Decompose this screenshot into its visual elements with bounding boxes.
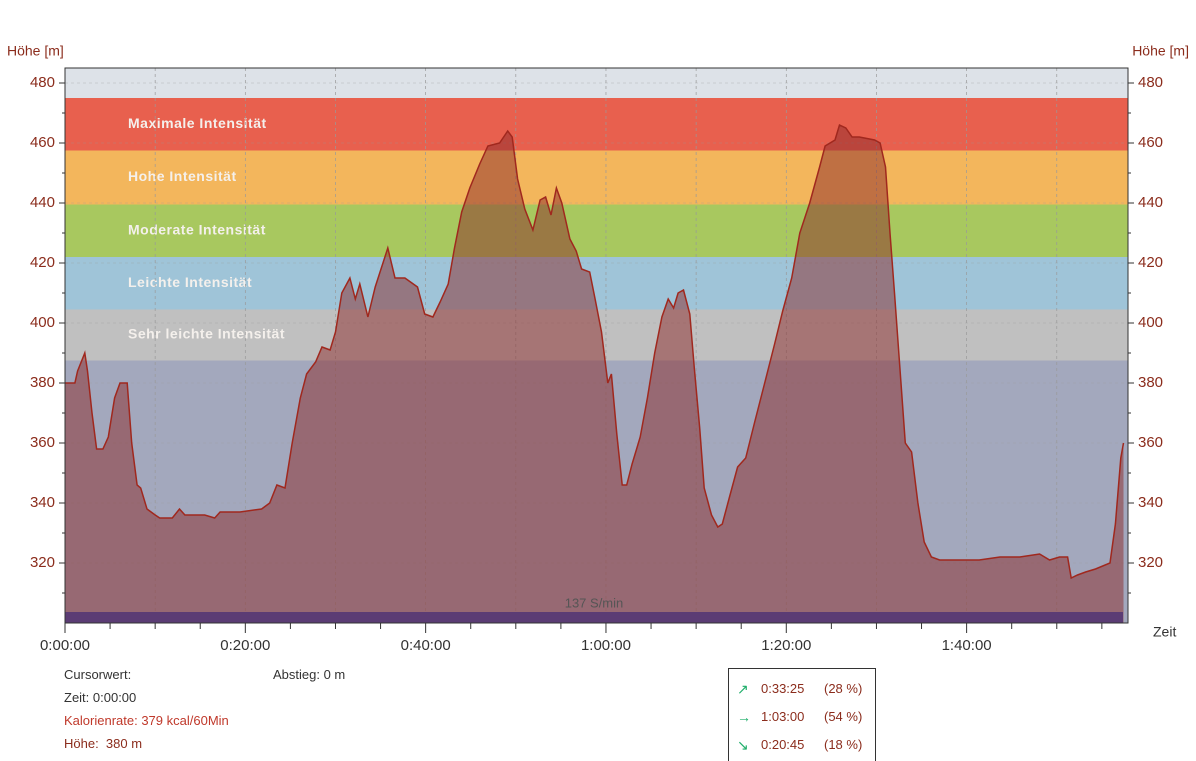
elevation-area [65,125,1124,623]
y2-tick-label: 360 [1138,434,1163,451]
y-tick-label: 360 [30,434,55,451]
summary-share: (28 %) [824,681,863,696]
y-tick-label: 400 [30,314,55,331]
summary-time: 0:33:25 [761,681,805,696]
zone-band [65,204,1128,257]
calorie-rate: Kalorienrate: 379 kcal/60Min [64,713,229,728]
x-tick-label: 0:00:00 [40,637,90,654]
y2-tick-label: 420 [1138,254,1163,271]
descent: Abstieg: 0 m [273,667,346,682]
y2-tick-label: 320 [1138,554,1163,571]
summary-box: ↗ 0:33:25 (28 %) → 1:03:00 (54 %) ↘ 0:20… [728,668,876,761]
zone-band [65,257,1128,310]
y2-tick-label: 460 [1138,134,1163,151]
y-tick-label: 440 [30,194,55,211]
flat-icon: → [737,709,751,725]
y2-tick-label: 480 [1138,74,1163,91]
zone-label: Sehr leichte Intensität [128,326,285,342]
cursor-height: Höhe: 380 m [64,736,143,751]
plot-frame [64,67,1129,624]
elevation-line [65,123,1125,580]
zone-band [65,98,1128,151]
y-tick-label: 420 [30,254,55,271]
cursor-label: Cursorwert: [64,667,132,682]
cadence-label: 137 S/min [565,595,624,610]
zone-label: Moderate Intensität [128,221,266,237]
y-tick-label: 460 [30,134,55,151]
summary-share: (18 %) [824,737,863,752]
down-icon: ↘ [737,737,749,753]
y-axis-label: Höhe [m] [7,43,64,59]
x-tick-label: 1:20:00 [761,637,811,654]
y2-tick-label: 440 [1138,194,1163,211]
cursor-time: Zeit: 0:00:00 [64,690,137,705]
chart: Maximale Intensität Hohe Intensität Modera… [7,43,1189,654]
y-tick-label: 480 [30,74,55,91]
y2-tick-label: 340 [1138,494,1163,511]
x-axis-label: Zeit [1153,624,1176,640]
zone-band [65,150,1128,205]
y-tick-label: 380 [30,374,55,391]
summary-time: 0:20:45 [761,737,805,752]
x-tick-label: 1:40:00 [942,637,992,654]
zone-label: Hohe Intensität [128,168,237,184]
x-tick-label: 1:00:00 [581,637,631,654]
x-tick-label: 0:20:00 [220,637,270,654]
y-tick-label: 340 [30,494,55,511]
zone-label: Leichte Intensität [128,274,252,290]
y2-tick-label: 400 [1138,314,1163,331]
x-tick-label: 0:40:00 [401,637,451,654]
y2-axis-label: Höhe [m] [1132,43,1189,59]
summary-time: 1:03:00 [761,709,805,724]
summary-share: (54 %) [824,709,863,724]
zone-label: Maximale Intensität [128,115,267,131]
up-icon: ↗ [737,681,749,697]
y2-tick-label: 380 [1138,374,1163,391]
y-tick-label: 320 [30,554,55,571]
